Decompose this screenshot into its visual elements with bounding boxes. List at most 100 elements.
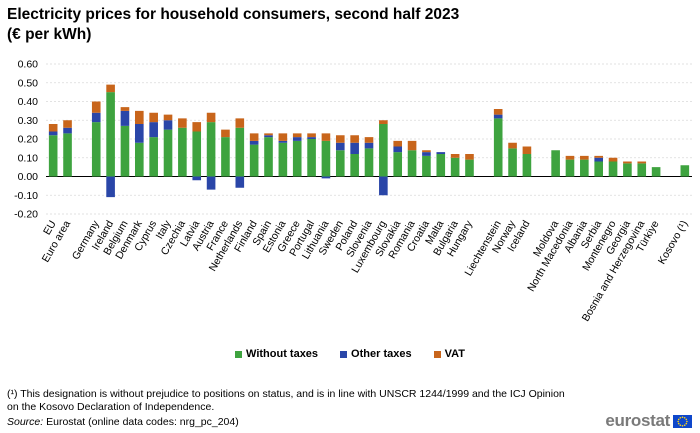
- bar-other-taxes: [350, 142, 359, 154]
- legend-label-other-taxes: Other taxes: [351, 348, 412, 360]
- bar-without-taxes: [278, 142, 288, 177]
- bar-vat: [407, 140, 417, 151]
- bar-without-taxes: [221, 137, 230, 177]
- bar-other-taxes: [321, 176, 331, 179]
- bar-vat: [508, 142, 517, 149]
- bar-vat: [393, 140, 403, 147]
- legend-swatch-without-taxes: [235, 350, 243, 358]
- bar-without-taxes: [350, 154, 359, 177]
- bar-vat: [565, 155, 575, 160]
- bar-other-taxes: [307, 137, 316, 139]
- bar-without-taxes: [235, 127, 245, 177]
- bar-without-taxes: [623, 163, 632, 177]
- bar-other-taxes: [278, 140, 288, 143]
- eu-stars-icon: [677, 415, 688, 427]
- bar-vat: [149, 112, 158, 123]
- bar-vat: [493, 109, 503, 115]
- bar-vat: [321, 133, 331, 141]
- bar-without-taxes: [178, 127, 187, 177]
- bar-vat: [465, 154, 474, 160]
- bar-without-taxes: [594, 161, 603, 177]
- legend-item-without-taxes: Without taxes: [235, 348, 318, 360]
- bar-vat: [206, 112, 216, 123]
- bar-vat: [63, 120, 72, 128]
- bar-vat: [307, 133, 316, 138]
- bar-vat: [106, 84, 115, 93]
- bar-vat: [623, 161, 632, 164]
- bar-without-taxes: [551, 150, 560, 177]
- bar-without-taxes: [522, 154, 532, 177]
- bar-without-taxes: [680, 165, 690, 177]
- bar-other-taxes: [594, 157, 603, 162]
- bar-without-taxes: [249, 144, 259, 177]
- bar-vat: [594, 155, 603, 158]
- bar-other-taxes: [393, 146, 403, 153]
- bar-without-taxes: [149, 137, 158, 177]
- legend-item-other-taxes: Other taxes: [340, 348, 412, 360]
- bar-other-taxes: [120, 110, 130, 126]
- bar-without-taxes: [163, 129, 173, 177]
- bar-other-taxes: [235, 176, 245, 188]
- bar-other-taxes: [335, 142, 345, 151]
- bar-without-taxes: [608, 161, 618, 177]
- bar-without-taxes: [206, 122, 216, 177]
- bar-vat: [178, 118, 187, 128]
- bar-without-taxes: [106, 92, 115, 177]
- source-line: Source: Eurostat (online data codes: nrg…: [7, 416, 239, 428]
- legend-item-vat: VAT: [433, 348, 465, 360]
- logo-text: eurostat: [605, 411, 670, 430]
- source-text: Eurostat (online data codes: nrg_pc_204): [46, 416, 239, 428]
- y-tick-label: 0.00: [18, 171, 39, 183]
- bar-without-taxes: [651, 167, 661, 177]
- bar-other-taxes: [163, 120, 173, 130]
- bar-other-taxes: [206, 176, 216, 190]
- bar-without-taxes: [91, 122, 101, 177]
- legend-swatch-vat: [433, 350, 441, 358]
- bar-without-taxes: [321, 140, 331, 177]
- stacked-bar-chart: -0.20-0.100.000.100.200.300.400.500.60EU…: [14, 59, 692, 324]
- bar-other-taxes: [149, 122, 158, 138]
- bar-other-taxes: [264, 135, 273, 138]
- bar-without-taxes: [407, 150, 417, 177]
- bar-vat: [91, 101, 101, 113]
- bar-vat: [608, 157, 618, 162]
- bar-other-taxes: [493, 114, 503, 119]
- bar-without-taxes: [565, 159, 575, 177]
- title-line-1: Electricity prices for household consume…: [7, 6, 460, 23]
- bar-vat: [379, 120, 388, 124]
- bar-other-taxes: [292, 137, 302, 141]
- bar-without-taxes: [307, 139, 316, 177]
- bar-without-taxes: [120, 125, 130, 177]
- bar-without-taxes: [335, 150, 345, 177]
- bar-other-taxes: [91, 112, 101, 123]
- bar-other-taxes: [192, 176, 202, 181]
- title-line-2: (€ per kWh): [7, 26, 92, 43]
- chart-legend: Without taxes Other taxes VAT: [0, 348, 700, 360]
- bar-vat: [350, 135, 359, 143]
- bar-vat: [335, 135, 345, 143]
- bar-without-taxes: [48, 135, 58, 177]
- bar-without-taxes: [436, 154, 446, 177]
- bar-without-taxes: [422, 155, 431, 177]
- bar-other-taxes: [422, 152, 431, 156]
- bar-vat: [221, 129, 230, 138]
- bar-vat: [522, 146, 532, 154]
- bar-other-taxes: [106, 176, 115, 198]
- bar-without-taxes: [450, 157, 460, 177]
- chart-title: Electricity prices for household consume…: [7, 5, 607, 45]
- bar-without-taxes: [465, 159, 474, 177]
- y-tick-label: 0.60: [18, 59, 39, 71]
- bar-without-taxes: [508, 148, 517, 177]
- bar-vat: [450, 154, 460, 158]
- bar-vat: [264, 133, 273, 136]
- bar-vat: [120, 107, 130, 111]
- bar-without-taxes: [264, 137, 273, 177]
- bar-vat: [364, 137, 374, 143]
- source-label: Source:: [7, 416, 44, 428]
- eurostat-logo: eurostat: [605, 411, 692, 431]
- bar-vat: [292, 133, 302, 138]
- bar-vat: [422, 150, 431, 153]
- bar-vat: [249, 133, 259, 141]
- bar-without-taxes: [637, 163, 647, 177]
- bar-without-taxes: [192, 131, 202, 177]
